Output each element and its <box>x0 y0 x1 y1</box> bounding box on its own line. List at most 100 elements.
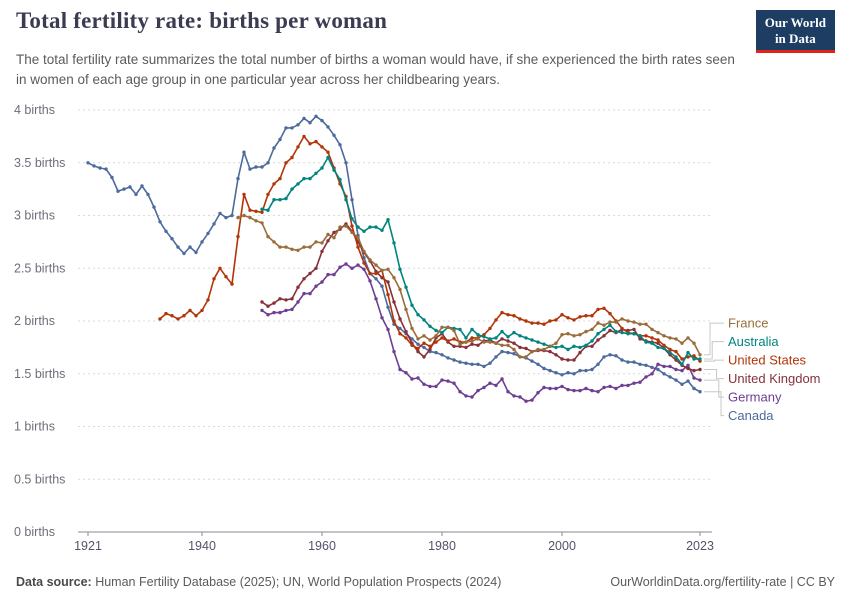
data-point <box>602 306 606 310</box>
data-point <box>332 133 336 137</box>
x-axis-tick-label: 1980 <box>428 539 456 553</box>
data-point <box>440 336 444 340</box>
legend-label-australia[interactable]: Australia <box>728 334 779 349</box>
data-point <box>512 314 516 318</box>
data-point <box>596 332 600 336</box>
data-point <box>272 198 276 202</box>
data-point <box>302 176 306 181</box>
data-point <box>644 334 648 338</box>
data-point <box>332 272 336 277</box>
data-point <box>398 317 402 321</box>
y-axis-tick-label: 3 births <box>14 209 55 223</box>
data-point <box>662 364 666 369</box>
data-point <box>644 375 648 379</box>
data-point <box>494 383 498 388</box>
data-point <box>572 388 576 393</box>
data-point <box>608 320 612 324</box>
data-point <box>656 341 660 345</box>
data-point <box>668 336 672 340</box>
data-point <box>698 357 702 361</box>
legend-label-germany[interactable]: Germany <box>728 390 782 405</box>
data-point <box>266 208 270 212</box>
data-point <box>242 150 246 154</box>
data-point <box>458 342 462 346</box>
legend-label-united-states[interactable]: United States <box>728 353 807 368</box>
data-point <box>506 343 510 347</box>
data-point <box>452 381 456 385</box>
data-point <box>356 263 360 267</box>
data-point <box>248 167 252 171</box>
data-point <box>608 353 612 357</box>
data-point <box>608 311 612 316</box>
data-point <box>278 137 282 142</box>
data-point <box>668 364 672 369</box>
data-point <box>128 185 132 189</box>
data-point <box>380 284 384 288</box>
data-point <box>320 241 324 245</box>
data-point <box>284 308 288 313</box>
data-point <box>374 271 378 276</box>
data-point <box>650 341 654 345</box>
data-point <box>566 387 570 392</box>
data-point <box>596 338 600 342</box>
data-point <box>404 285 408 289</box>
data-point <box>644 340 648 344</box>
data-source-label: Data source: <box>16 575 92 589</box>
data-point <box>404 371 408 375</box>
data-point <box>440 378 444 382</box>
x-axis-tick-label: 1960 <box>308 539 336 553</box>
data-point <box>182 314 186 318</box>
data-point <box>452 358 456 362</box>
data-point <box>404 336 408 340</box>
data-source-text: Human Fertility Database (2025); UN, Wor… <box>91 575 502 589</box>
legend-label-canada[interactable]: Canada <box>728 408 774 423</box>
data-point <box>548 386 552 391</box>
data-point <box>332 230 336 235</box>
data-point <box>416 337 420 341</box>
data-point <box>464 394 468 398</box>
data-point <box>260 300 264 304</box>
owid-logo-line2: in Data <box>774 30 816 46</box>
data-point <box>446 356 450 360</box>
data-point <box>566 316 570 320</box>
data-point <box>560 333 564 337</box>
data-point <box>122 187 126 191</box>
data-point <box>200 308 204 313</box>
data-point <box>362 267 366 271</box>
data-point <box>446 379 450 383</box>
data-point <box>620 317 624 321</box>
data-point <box>392 241 396 245</box>
data-point <box>428 324 432 328</box>
data-point <box>254 165 258 169</box>
data-point <box>218 211 222 216</box>
data-point <box>530 359 534 363</box>
data-point <box>332 168 336 172</box>
owid-logo[interactable]: Our World in Data <box>755 10 835 54</box>
y-axis-tick-label: 3.5 births <box>14 156 65 170</box>
data-point <box>332 236 336 240</box>
data-point <box>572 372 576 376</box>
data-point <box>86 161 90 165</box>
data-point <box>596 390 600 394</box>
data-point <box>404 329 408 334</box>
data-point <box>194 314 198 318</box>
data-point <box>290 307 294 312</box>
data-point <box>494 355 498 359</box>
legend-label-france[interactable]: France <box>728 316 768 331</box>
data-point <box>548 344 552 348</box>
data-point <box>392 319 396 323</box>
data-point <box>602 385 606 390</box>
data-point <box>470 339 474 343</box>
data-point <box>416 313 420 317</box>
owid-citation-link[interactable]: OurWorldinData.org/fertility-rate | CC B… <box>610 575 835 589</box>
data-point <box>248 208 252 212</box>
legend-label-united-kingdom[interactable]: United Kingdom <box>728 371 821 386</box>
data-point <box>278 297 282 301</box>
data-point <box>482 335 486 339</box>
data-point <box>584 329 588 334</box>
data-point <box>692 386 696 391</box>
data-point <box>674 349 678 354</box>
data-point <box>140 184 144 188</box>
data-point <box>362 249 366 254</box>
data-point <box>386 292 390 297</box>
